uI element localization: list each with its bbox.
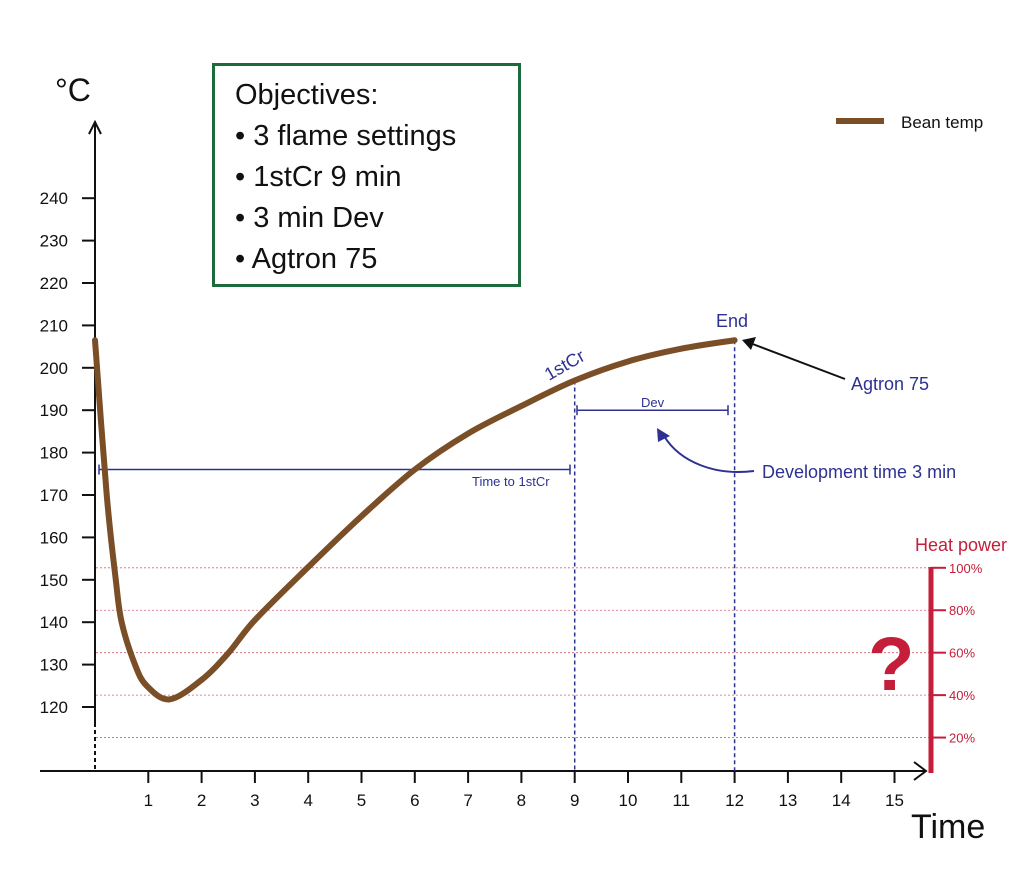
- y-tick-label: 160: [40, 528, 68, 547]
- y-tick-label: 240: [40, 189, 68, 208]
- heat-power-tick-label: 100%: [949, 561, 983, 576]
- y-tick-label: 140: [40, 613, 68, 632]
- x-tick-label: 12: [725, 791, 744, 810]
- legend-label: Bean temp: [901, 113, 983, 132]
- objective-item: • 1stCr 9 min: [235, 161, 402, 193]
- heat-power-tick-label: 40%: [949, 688, 975, 703]
- time-to-first-crack-label: Time to 1stCr: [472, 474, 550, 489]
- y-tick-label: 230: [40, 232, 68, 251]
- agtron-arrow: [749, 342, 846, 380]
- y-tick-label: 180: [40, 444, 68, 463]
- x-tick-label: 1: [144, 791, 153, 810]
- x-tick-label: 7: [463, 791, 472, 810]
- bean-temp-line: [92, 337, 738, 703]
- y-tick-label: 120: [40, 698, 68, 717]
- x-tick-label: 6: [410, 791, 419, 810]
- x-tick-label: 5: [357, 791, 366, 810]
- y-tick-label: 130: [40, 656, 68, 675]
- y-tick-label: 190: [40, 401, 68, 420]
- x-tick-label: 10: [619, 791, 638, 810]
- x-axis-arrow: [913, 761, 928, 781]
- development-arrowhead: [657, 428, 670, 442]
- x-tick-label: 14: [832, 791, 851, 810]
- heat-power-tick-label: 20%: [949, 731, 975, 746]
- x-tick-label: 8: [517, 791, 526, 810]
- agtron-note: Agtron 75: [851, 374, 929, 394]
- objective-item: • 3 flame settings: [235, 120, 457, 152]
- y-axis-label: °C: [55, 72, 91, 108]
- objective-item: • 3 min Dev: [235, 202, 384, 234]
- end-label: End: [716, 311, 748, 331]
- heat-power-title: Heat power: [915, 535, 1007, 555]
- x-tick-label: 13: [778, 791, 797, 810]
- heat-power-tick-label: 80%: [949, 603, 975, 618]
- heat-power-tick-label: 60%: [949, 646, 975, 661]
- x-tick-label: 3: [250, 791, 259, 810]
- x-tick-label: 15: [885, 791, 904, 810]
- agtron-arrowhead: [742, 337, 756, 350]
- development-arrow: [663, 435, 755, 473]
- x-tick-label: 9: [570, 791, 579, 810]
- y-tick-label: 210: [40, 316, 68, 335]
- heat-power-unknown: ?: [868, 622, 914, 707]
- x-tick-label: 11: [672, 791, 690, 810]
- y-tick-label: 220: [40, 274, 68, 293]
- x-tick-label: 2: [197, 791, 206, 810]
- y-axis-arrow: [88, 119, 102, 135]
- x-axis-label: Time: [911, 808, 985, 846]
- y-tick-label: 150: [40, 571, 68, 590]
- y-tick-label: 200: [40, 359, 68, 378]
- objectives-title: Objectives:: [235, 79, 379, 111]
- development-note: Development time 3 min: [762, 462, 956, 482]
- dev-label: Dev: [641, 395, 665, 410]
- x-tick-label: 4: [303, 791, 312, 810]
- objective-item: • Agtron 75: [235, 243, 378, 275]
- objectives-box: Objectives: • 3 flame settings • 1stCr 9…: [212, 63, 521, 287]
- y-tick-label: 170: [40, 486, 68, 505]
